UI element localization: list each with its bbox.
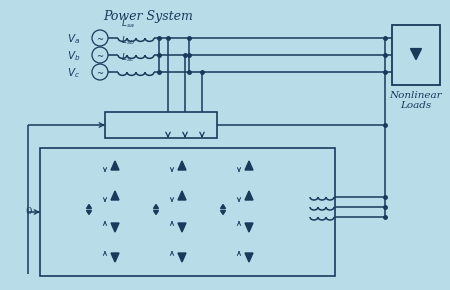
- Text: 0: 0: [25, 208, 32, 217]
- Text: Loads: Loads: [400, 101, 432, 110]
- Polygon shape: [245, 191, 253, 200]
- Text: $L_{sc}$: $L_{sc}$: [121, 52, 135, 64]
- Text: ~: ~: [96, 69, 104, 78]
- Bar: [40, 148, 335, 276]
- Polygon shape: [245, 161, 253, 170]
- Polygon shape: [153, 204, 158, 209]
- Polygon shape: [178, 161, 186, 170]
- Text: 0: 0: [156, 209, 162, 218]
- Polygon shape: [86, 211, 91, 215]
- Polygon shape: [153, 211, 158, 215]
- Text: Control Block: Control Block: [122, 121, 200, 131]
- Text: $V_b$: $V_b$: [67, 50, 80, 64]
- Text: $L_f$: $L_f$: [316, 173, 328, 187]
- Bar: [392, 25, 440, 85]
- Polygon shape: [410, 49, 422, 60]
- Polygon shape: [178, 223, 186, 232]
- Text: Nonlinear: Nonlinear: [390, 91, 442, 100]
- Text: Power System: Power System: [103, 10, 193, 23]
- Polygon shape: [220, 211, 225, 215]
- Text: 0: 0: [89, 209, 95, 218]
- Polygon shape: [111, 161, 119, 170]
- Polygon shape: [178, 191, 186, 200]
- Text: Inverter: Inverter: [194, 260, 240, 270]
- Text: ~: ~: [96, 35, 104, 44]
- Polygon shape: [245, 223, 253, 232]
- Polygon shape: [111, 191, 119, 200]
- Polygon shape: [178, 253, 186, 262]
- Polygon shape: [111, 223, 119, 232]
- Polygon shape: [245, 253, 253, 262]
- Text: $L_{sb}$: $L_{sb}$: [121, 35, 135, 47]
- Text: $V_c$: $V_c$: [67, 67, 80, 80]
- Polygon shape: [111, 253, 119, 262]
- Text: Three-level: Three-level: [185, 248, 249, 258]
- Polygon shape: [220, 204, 225, 209]
- Text: 0: 0: [223, 209, 229, 218]
- Polygon shape: [86, 204, 91, 209]
- Bar: [105, 112, 217, 138]
- Text: $L_{sa}$: $L_{sa}$: [121, 17, 135, 30]
- Text: ~: ~: [96, 52, 104, 61]
- Text: $V_a$: $V_a$: [67, 32, 80, 46]
